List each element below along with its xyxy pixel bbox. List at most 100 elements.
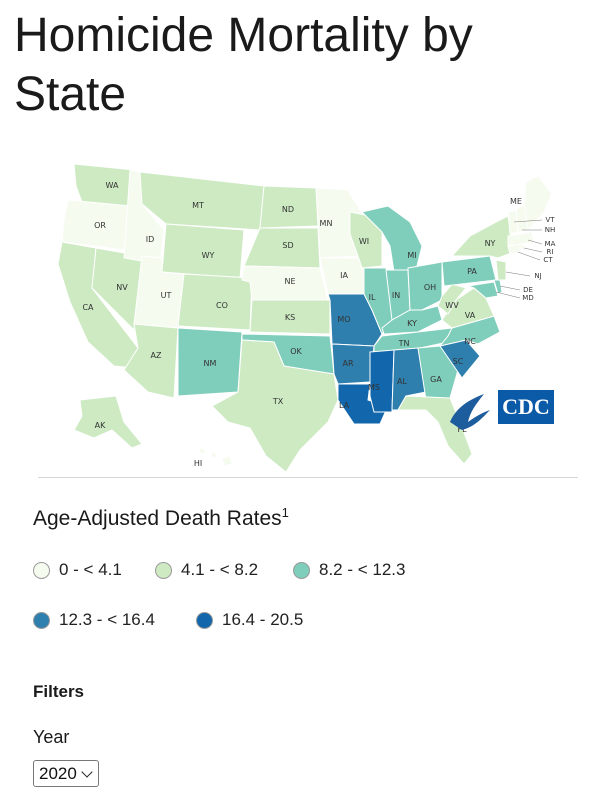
legend-item-2: 8.2 - < 12.3: [293, 560, 405, 580]
hhs-eagle-icon: [450, 394, 490, 430]
state-ga[interactable]: [417, 345, 459, 401]
state-labels: WA OR CA NV ID MT WY UT AZ CO NM ND SD N…: [82, 181, 555, 468]
svg-text:CO: CO: [216, 301, 228, 310]
state-me[interactable]: [523, 175, 553, 232]
svg-text:IL: IL: [369, 293, 376, 302]
svg-text:GA: GA: [430, 375, 442, 384]
legend-label: 4.1 - < 8.2: [181, 560, 259, 579]
legend-swatch: [33, 611, 50, 629]
svg-text:AR: AR: [342, 359, 353, 368]
state-ks[interactable]: [249, 299, 331, 335]
legend-item-4: 16.4 - 20.5: [196, 610, 303, 630]
svg-text:TX: TX: [272, 397, 284, 406]
svg-text:SC: SC: [453, 357, 464, 366]
svg-text:IN: IN: [392, 291, 400, 300]
legend-swatch: [155, 561, 172, 579]
svg-text:CA: CA: [82, 303, 94, 312]
svg-text:NE: NE: [284, 277, 295, 286]
legend-title: Age-Adjusted Death Rates1: [33, 505, 289, 531]
legend-item-1: 4.1 - < 8.2: [155, 560, 258, 580]
state-co[interactable]: [177, 273, 253, 331]
svg-text:HI: HI: [194, 459, 202, 468]
svg-text:NM: NM: [204, 359, 217, 368]
svg-text:OK: OK: [290, 347, 302, 356]
svg-text:NV: NV: [116, 283, 128, 292]
state-ma[interactable]: [507, 231, 535, 247]
year-select[interactable]: 2020: [33, 760, 99, 787]
year-label: Year: [33, 727, 70, 747]
state-fl[interactable]: [397, 395, 473, 465]
svg-text:KY: KY: [407, 319, 417, 328]
state-wa[interactable]: [73, 163, 135, 207]
legend-label: 8.2 - < 12.3: [319, 560, 406, 579]
svg-text:WA: WA: [106, 181, 119, 190]
legend-item-3: 12.3 - < 16.4: [33, 610, 155, 630]
state-tx[interactable]: [211, 339, 339, 473]
svg-text:ID: ID: [146, 235, 155, 244]
state-az[interactable]: [123, 323, 179, 399]
cdc-logo-box: [498, 390, 554, 424]
svg-text:WV: WV: [445, 301, 459, 310]
svg-text:LA: LA: [339, 401, 350, 410]
legend-label: 12.3 - < 16.4: [59, 610, 155, 629]
state-hi[interactable]: [197, 447, 233, 467]
svg-text:MO: MO: [337, 315, 350, 324]
state-ar[interactable]: [331, 343, 375, 385]
svg-text:OH: OH: [424, 283, 436, 292]
svg-text:CT: CT: [543, 256, 553, 264]
svg-text:MS: MS: [368, 383, 380, 392]
svg-text:AZ: AZ: [151, 351, 162, 360]
legend-item-0: 0 - < 4.1: [33, 560, 122, 580]
state-ri[interactable]: [519, 243, 525, 251]
svg-text:NC: NC: [464, 337, 476, 346]
legend-footnote: 1: [281, 505, 289, 520]
state-md[interactable]: [467, 281, 499, 299]
svg-text:WI: WI: [359, 237, 369, 246]
svg-text:ND: ND: [282, 205, 294, 214]
svg-text:NH: NH: [545, 226, 556, 234]
state-ak[interactable]: [73, 395, 143, 449]
svg-text:DE: DE: [523, 286, 533, 294]
legend-label: 16.4 - 20.5: [222, 610, 304, 629]
svg-text:SD: SD: [282, 241, 293, 250]
chevron-down-icon: [81, 765, 93, 778]
svg-text:MA: MA: [545, 240, 556, 248]
state-wv[interactable]: [437, 283, 467, 315]
svg-text:MT: MT: [192, 201, 204, 210]
cdc-logo: CDC: [450, 390, 554, 430]
svg-text:AK: AK: [95, 421, 106, 430]
svg-text:NY: NY: [485, 239, 496, 248]
cdc-logo-text: CDC: [502, 394, 550, 419]
us-map: WA OR CA NV ID MT WY UT AZ CO NM ND SD N…: [38, 160, 578, 480]
year-select-value: 2020: [39, 763, 77, 783]
filters-title: Filters: [33, 682, 85, 701]
divider: [38, 477, 578, 478]
state-ny[interactable]: [450, 215, 515, 259]
svg-text:IA: IA: [340, 271, 348, 280]
legend-swatch: [33, 561, 50, 579]
legend-swatch: [196, 611, 213, 629]
page-title: Homicide Mortality by State: [14, 9, 473, 121]
svg-text:MI: MI: [407, 251, 416, 260]
svg-text:RI: RI: [547, 248, 554, 256]
state-mt[interactable]: [139, 171, 265, 231]
legend-label: 0 - < 4.1: [59, 560, 122, 579]
state-nj[interactable]: [495, 259, 507, 281]
svg-text:TN: TN: [398, 339, 410, 348]
state-oh[interactable]: [407, 261, 443, 311]
legend-title-text: Age-Adjusted Death Rates: [33, 507, 282, 530]
svg-text:KS: KS: [285, 313, 295, 322]
svg-text:OR: OR: [94, 221, 106, 230]
leader-lines: [495, 219, 543, 299]
state-ms[interactable]: [369, 349, 395, 413]
state-nc[interactable]: [438, 315, 501, 347]
svg-text:AL: AL: [397, 377, 407, 386]
svg-text:NJ: NJ: [534, 272, 541, 280]
us-map-svg: WA OR CA NV ID MT WY UT AZ CO NM ND SD N…: [57, 163, 556, 473]
svg-text:VA: VA: [465, 311, 476, 320]
svg-text:WY: WY: [202, 251, 215, 260]
state-or[interactable]: [61, 199, 131, 251]
legend-swatch: [293, 561, 310, 579]
svg-text:PA: PA: [467, 267, 477, 276]
svg-text:ME: ME: [510, 197, 522, 206]
